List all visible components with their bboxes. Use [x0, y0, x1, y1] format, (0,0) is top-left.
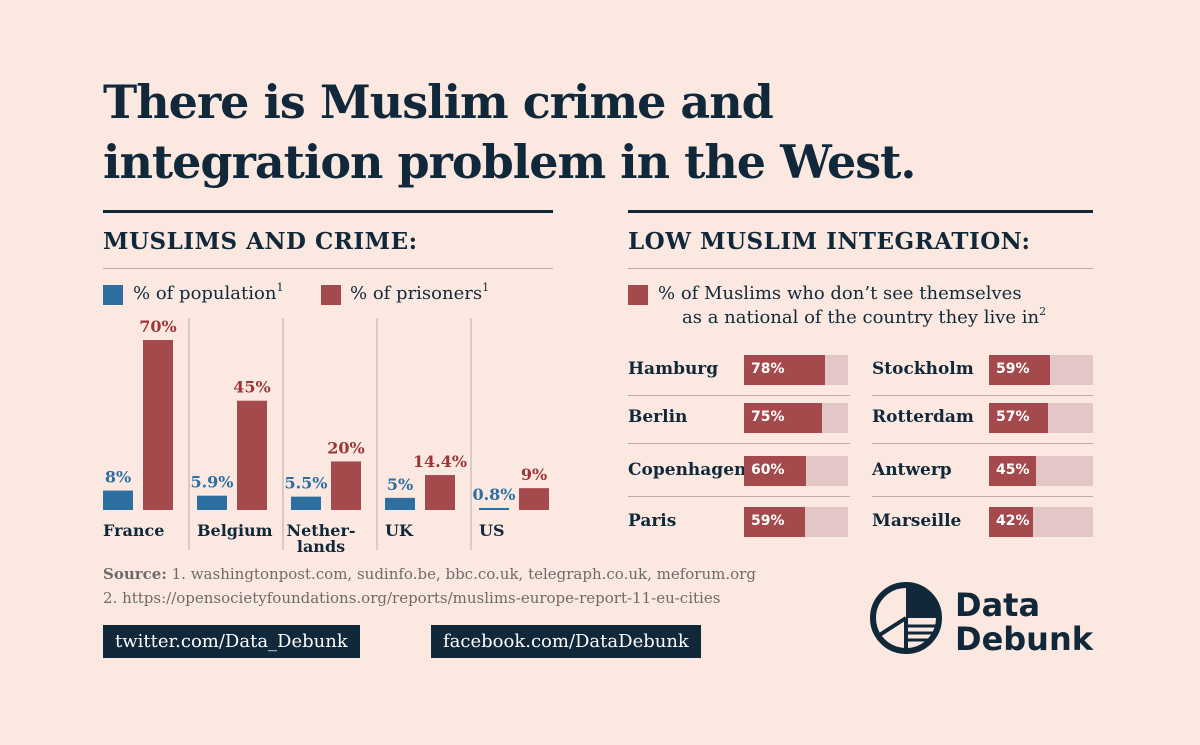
- bar-fill: [989, 403, 1049, 433]
- bar-population-3: [385, 497, 415, 510]
- bar-prisoners-3: [425, 475, 455, 510]
- category-label-1: Belgium: [197, 521, 273, 540]
- city-label: Marseille: [872, 511, 962, 531]
- category-label-0: France: [103, 521, 164, 540]
- brand-line-2: Debunk: [955, 620, 1094, 658]
- page-title: There is Muslim crime and integration pr…: [103, 72, 1003, 192]
- source-line-1: Source: 1. washingtonpost.com, sudinfo.b…: [103, 565, 756, 583]
- legend-integration-line-1: % of Muslims who don’t see themselves: [658, 283, 1022, 304]
- category-label-3: UK: [385, 521, 414, 540]
- bar-fill: [989, 355, 1051, 385]
- bar-track: 60%: [744, 456, 848, 486]
- bar-value-label: 57%: [996, 409, 1030, 425]
- legend-integration-swatch: [628, 285, 648, 305]
- title-line-1: There is Muslim crime and: [103, 75, 774, 129]
- city-label: Paris: [628, 511, 677, 531]
- legend-prisoners-swatch: [321, 285, 341, 305]
- data-label-population-0: 8%: [105, 468, 131, 487]
- city-label: Hamburg: [628, 359, 719, 379]
- legend-population-swatch: [103, 285, 123, 305]
- bar-prisoners-0: [143, 340, 173, 510]
- bar-fill: [744, 355, 826, 385]
- integration-heading-rule: [628, 268, 1093, 269]
- legend-integration-line-2: as a national of the country they live i…: [682, 305, 1047, 328]
- integration-heading: LOW MUSLIM INTEGRATION:: [628, 228, 1031, 255]
- twitter-link[interactable]: twitter.com/Data_Debunk: [103, 625, 360, 658]
- legend-population-label: % of population1: [133, 281, 284, 304]
- category-label-2: lands: [297, 537, 345, 556]
- bar-prisoners-1: [237, 400, 267, 510]
- row-divider: [872, 443, 1093, 444]
- city-label: Stockholm: [872, 359, 974, 379]
- bar-value-label: 60%: [751, 462, 785, 478]
- bar-value-label: 42%: [996, 513, 1030, 529]
- row-divider: [872, 395, 1093, 396]
- data-label-population-1: 5.9%: [190, 473, 233, 492]
- bar-value-label: 78%: [751, 361, 785, 377]
- row-divider: [872, 496, 1093, 497]
- data-label-prisoners-2: 20%: [327, 438, 364, 457]
- row-divider: [628, 443, 850, 444]
- bar-track: 42%: [989, 507, 1093, 537]
- bar-fill: [744, 403, 822, 433]
- data-label-prisoners-3: 14.4%: [413, 452, 467, 471]
- pie-chart-logo-icon: [870, 582, 942, 654]
- bar-track: 59%: [989, 355, 1093, 385]
- bar-population-0: [103, 490, 133, 510]
- bar-value-label: 59%: [751, 513, 785, 529]
- integration-top-rule: [628, 210, 1093, 213]
- crime-heading: MUSLIMS AND CRIME:: [103, 228, 418, 255]
- bar-population-1: [197, 495, 227, 510]
- title-line-2: integration problem in the West.: [103, 135, 916, 189]
- city-label: Rotterdam: [872, 407, 974, 427]
- bar-prisoners-4: [519, 488, 549, 510]
- category-label-2: Nether-: [286, 521, 355, 540]
- crime-top-rule: [103, 210, 553, 213]
- bar-population-4: [479, 508, 509, 510]
- bar-prisoners-2: [331, 461, 361, 510]
- bar-value-label: 59%: [996, 361, 1030, 377]
- bar-track: 78%: [744, 355, 848, 385]
- row-divider: [628, 496, 850, 497]
- bar-value-label: 45%: [996, 462, 1030, 478]
- legend-prisoners-label: % of prisoners1: [350, 281, 490, 304]
- city-label: Antwerp: [872, 460, 952, 480]
- category-label-4: US: [479, 521, 505, 540]
- bar-fill: [744, 507, 806, 537]
- bar-track: 75%: [744, 403, 848, 433]
- bar-fill: [989, 507, 1033, 537]
- city-label: Berlin: [628, 407, 688, 427]
- row-divider: [628, 395, 850, 396]
- city-label: Copenhagen: [628, 460, 747, 480]
- data-label-population-3: 5%: [387, 475, 413, 494]
- bar-population-2: [291, 496, 321, 510]
- bar-track: 57%: [989, 403, 1093, 433]
- bar-fill: [989, 456, 1036, 486]
- bar-fill: [744, 456, 807, 486]
- data-label-population-4: 0.8%: [472, 485, 515, 504]
- data-label-prisoners-0: 70%: [139, 318, 176, 336]
- crime-bar-chart: 8% 70% France 5.9% 45% Belgium 5.5%20% Nether-l…: [103, 318, 549, 556]
- bar-value-label: 75%: [751, 409, 785, 425]
- bar-track: 45%: [989, 456, 1093, 486]
- bar-track: 59%: [744, 507, 848, 537]
- data-label-prisoners-1: 45%: [233, 378, 270, 397]
- source-line-2: 2. https://opensocietyfoundations.org/re…: [103, 589, 721, 607]
- crime-heading-rule: [103, 268, 553, 269]
- facebook-link[interactable]: facebook.com/DataDebunk: [431, 625, 701, 658]
- data-label-prisoners-4: 9%: [521, 465, 547, 484]
- brand-name: Data Debunk: [955, 588, 1093, 656]
- data-label-population-2: 5.5%: [284, 474, 327, 493]
- brand-line-1: Data: [955, 586, 1041, 624]
